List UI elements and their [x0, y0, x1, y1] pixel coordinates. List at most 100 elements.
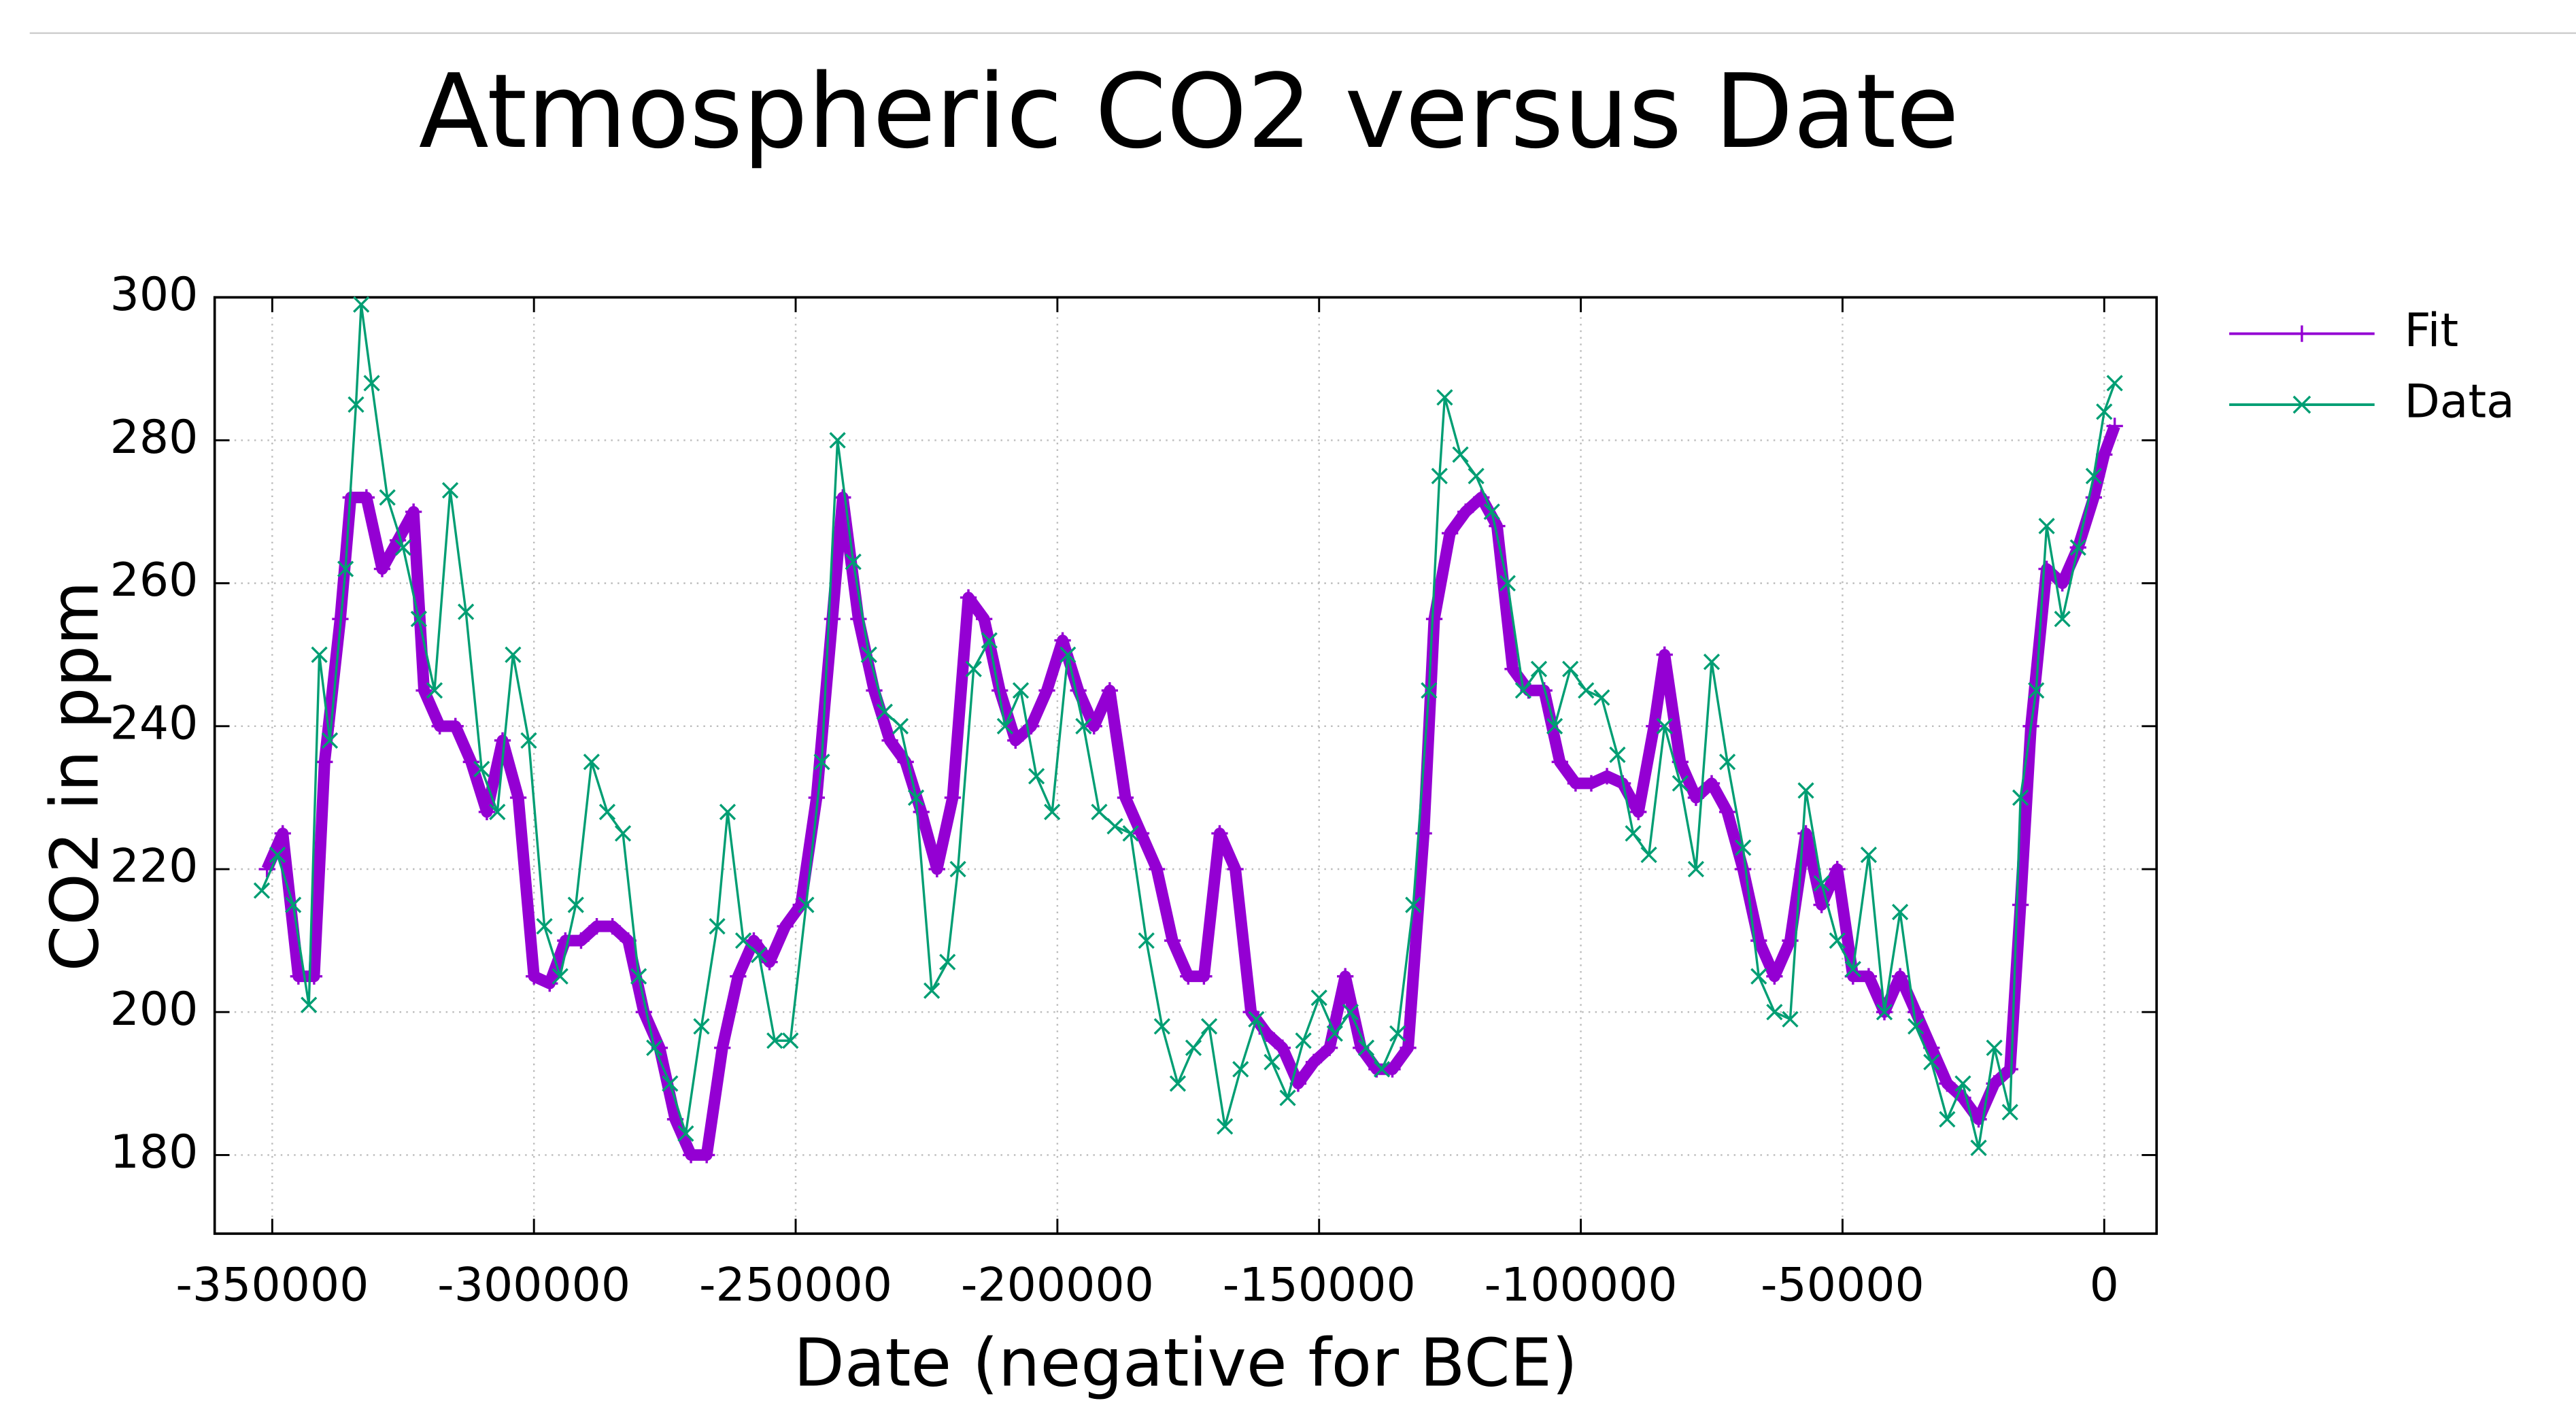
data-point [321, 732, 339, 749]
data-point [1860, 846, 1878, 864]
data-point [1703, 654, 1721, 671]
y-tick-label: 240 [110, 696, 199, 750]
data-point [1504, 660, 1521, 677]
data-point [348, 396, 365, 413]
data-point [441, 481, 459, 499]
data-point [526, 968, 543, 985]
data-point [646, 1039, 663, 1056]
data-point [1891, 903, 1909, 921]
data-point [876, 703, 894, 720]
data-point [1860, 968, 1878, 985]
data-point [1578, 682, 1595, 699]
data-point [557, 932, 574, 949]
data-point [860, 646, 877, 663]
data-point [2028, 682, 2045, 699]
data-point [1593, 689, 1610, 706]
data-point [1766, 968, 1783, 985]
data-point [975, 611, 993, 628]
data-point [1703, 775, 1721, 792]
data-point [897, 754, 914, 771]
data-point [358, 489, 375, 506]
data-point [1782, 1011, 1799, 1028]
data-point [489, 803, 506, 821]
data-point [1640, 846, 1657, 864]
data-point [944, 789, 962, 807]
data-point [1248, 1011, 1265, 1028]
data-point [845, 553, 862, 571]
data-point [1421, 682, 1438, 699]
data-point [1373, 1061, 1391, 1078]
data-point [353, 296, 370, 313]
data-point [258, 860, 275, 878]
data-point [949, 860, 966, 878]
data-point [478, 803, 496, 821]
data-point [1546, 717, 1563, 734]
data-point [1185, 1039, 1202, 1056]
data-point [1012, 682, 1030, 699]
data-point [1829, 932, 1846, 949]
chart-title: Atmospheric CO2 versus Date [419, 52, 1959, 171]
x-tick-label: -100000 [1485, 1259, 1678, 1313]
data-point [709, 917, 726, 935]
data-point [2096, 446, 2113, 463]
data-point [981, 632, 998, 649]
data-point [1656, 717, 1673, 734]
data-point [1939, 1111, 1956, 1128]
data-point [1844, 968, 1861, 985]
data-point [1844, 961, 1861, 978]
data-point [1044, 803, 1061, 821]
data-point [996, 717, 1014, 734]
data-point [1138, 932, 1155, 949]
data-point [1070, 682, 1087, 699]
data-point [824, 611, 841, 628]
data-point [662, 1075, 679, 1092]
data-point [751, 947, 768, 964]
data-point [907, 789, 925, 807]
data-point [363, 375, 380, 392]
data-point [1038, 682, 1055, 699]
data-point [1337, 968, 1354, 985]
data-point [410, 611, 427, 628]
data-point [1023, 717, 1040, 734]
data-point [960, 589, 977, 606]
data-point [567, 896, 584, 913]
data-point [426, 682, 443, 699]
data-point [939, 953, 956, 970]
data-point [2106, 418, 2123, 435]
data-point [274, 825, 291, 842]
data-point [588, 917, 605, 935]
data-point [734, 932, 752, 949]
data-point [730, 968, 747, 985]
data-point [2001, 1061, 2018, 1078]
data-point [1132, 825, 1150, 842]
data-point [881, 732, 898, 749]
x-tick-label: -150000 [1223, 1259, 1416, 1313]
data-point [813, 754, 830, 771]
plot-frame [213, 296, 2158, 1235]
data-point [1908, 1018, 1925, 1035]
data-point [337, 560, 354, 577]
data-point [1164, 932, 1181, 949]
data-point [1562, 660, 1579, 677]
data-point [1514, 682, 1532, 699]
data-point [1060, 646, 1077, 663]
data-point [1196, 968, 1213, 985]
data-point [1797, 825, 1814, 842]
data-point [1101, 682, 1118, 699]
legend-marker [2293, 325, 2311, 342]
data-point [698, 1147, 715, 1164]
data-point [1598, 768, 1616, 785]
x-tick-label: -300000 [437, 1259, 630, 1313]
data-point [1326, 1025, 1343, 1042]
data-point [1431, 467, 1448, 485]
data-point [1211, 825, 1228, 842]
data-point [1473, 489, 1490, 506]
x-tick-label: -50000 [1761, 1259, 1925, 1313]
data-point [766, 1032, 783, 1049]
data-point [1954, 1075, 1971, 1092]
data-point [373, 560, 391, 577]
data-point [1028, 768, 1045, 785]
data-point [1829, 860, 1846, 878]
data-point [1452, 446, 1469, 463]
